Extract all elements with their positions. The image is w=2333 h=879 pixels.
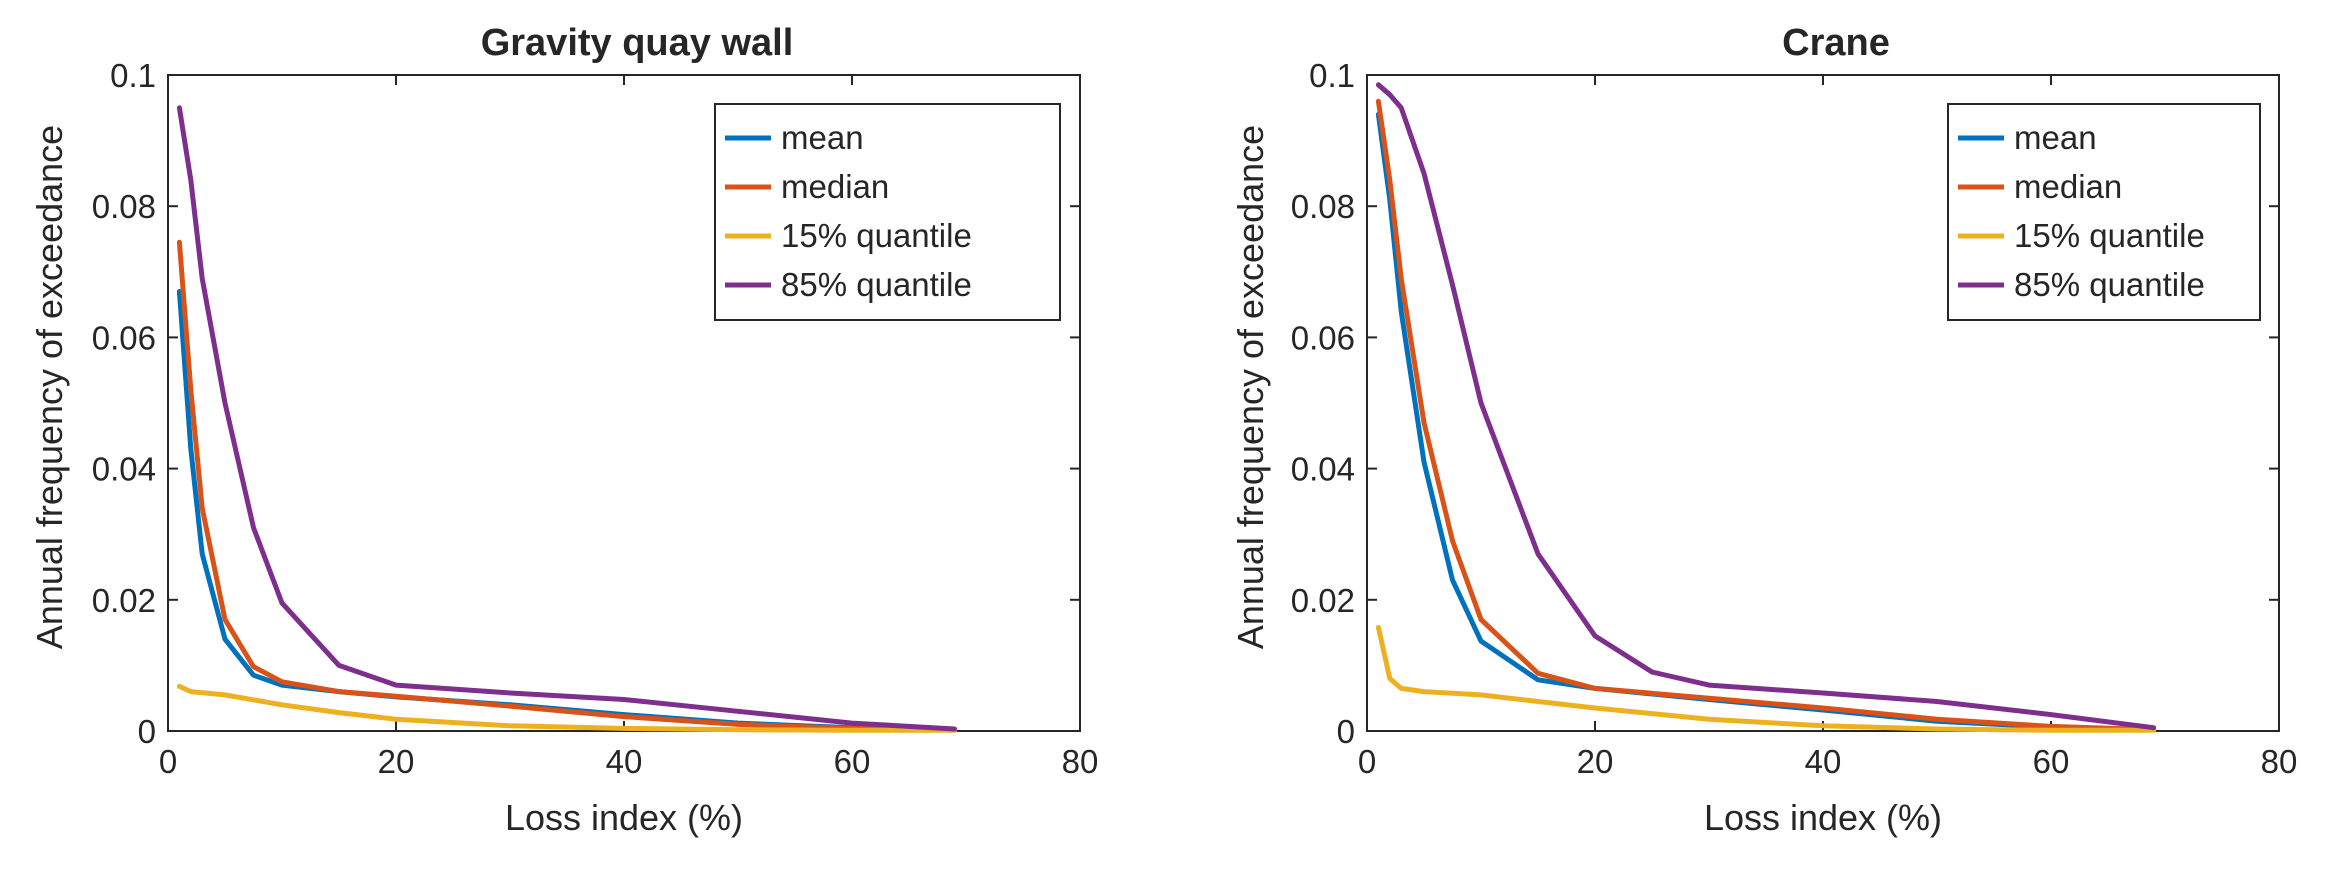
y-tick-label: 0.1: [1309, 57, 1355, 94]
legend-entry-label: 15% quantile: [781, 217, 972, 254]
chart-title: Gravity quay wall: [481, 22, 794, 64]
y-tick-label: 0.02: [1291, 582, 1355, 619]
legend-entry-label: 15% quantile: [2014, 217, 2205, 254]
x-tick-label: 0: [1358, 743, 1376, 780]
y-tick-label: 0.08: [1291, 188, 1355, 225]
series-line-15-quantile: [1375, 624, 2157, 733]
y-axis-label: Annual frequency of exceedance: [29, 125, 70, 649]
series-line-mean: [176, 289, 958, 733]
y-tick-label: 0.06: [1291, 319, 1355, 356]
x-tick-label: 80: [1062, 743, 1099, 780]
chart-crane: Crane Annual frequency of exceedance Los…: [1230, 22, 2297, 838]
y-axis-label: Annual frequency of exceedance: [1230, 125, 1271, 649]
y-tick-label: 0: [138, 713, 156, 750]
x-tick-label: 80: [2261, 743, 2298, 780]
x-axis-label: Loss index (%): [505, 797, 743, 838]
legend-box: [714, 103, 1061, 321]
chart-title: Crane: [1782, 22, 1890, 64]
series-line-median: [176, 239, 958, 733]
y-tick-label: 0.02: [92, 582, 156, 619]
legend-entry-label: 85% quantile: [2014, 266, 2205, 303]
x-tick-label: 20: [1577, 743, 1614, 780]
y-tick-label: 0.06: [92, 319, 156, 356]
y-tick-label: 0.04: [1291, 451, 1355, 488]
x-tick-label: 0: [159, 743, 177, 780]
series-line-85-quantile: [176, 105, 958, 732]
series-line-median: [1375, 98, 2157, 733]
y-tick-label: 0.1: [110, 57, 156, 94]
chart-gravity-quay-wall: Gravity quay wall Annual frequency of ex…: [29, 22, 1098, 838]
y-tick-label: 0.04: [92, 451, 156, 488]
legend-entry-label: median: [781, 168, 889, 205]
legend-entry-label: 85% quantile: [781, 266, 972, 303]
x-tick-label: 60: [2033, 743, 2070, 780]
x-tick-label: 60: [834, 743, 871, 780]
series-line-15-quantile: [176, 683, 958, 733]
y-tick-label: 0.08: [92, 188, 156, 225]
y-tick-label: 0: [1337, 713, 1355, 750]
series-line-85-quantile: [1375, 82, 2157, 731]
x-tick-label: 20: [378, 743, 415, 780]
x-axis-label: Loss index (%): [1704, 797, 1942, 838]
legend-entry-label: mean: [781, 119, 864, 156]
legend-entry-label: mean: [2014, 119, 2097, 156]
x-tick-label: 40: [606, 743, 643, 780]
legend-entry-label: median: [2014, 168, 2122, 205]
x-tick-label: 40: [1805, 743, 1842, 780]
